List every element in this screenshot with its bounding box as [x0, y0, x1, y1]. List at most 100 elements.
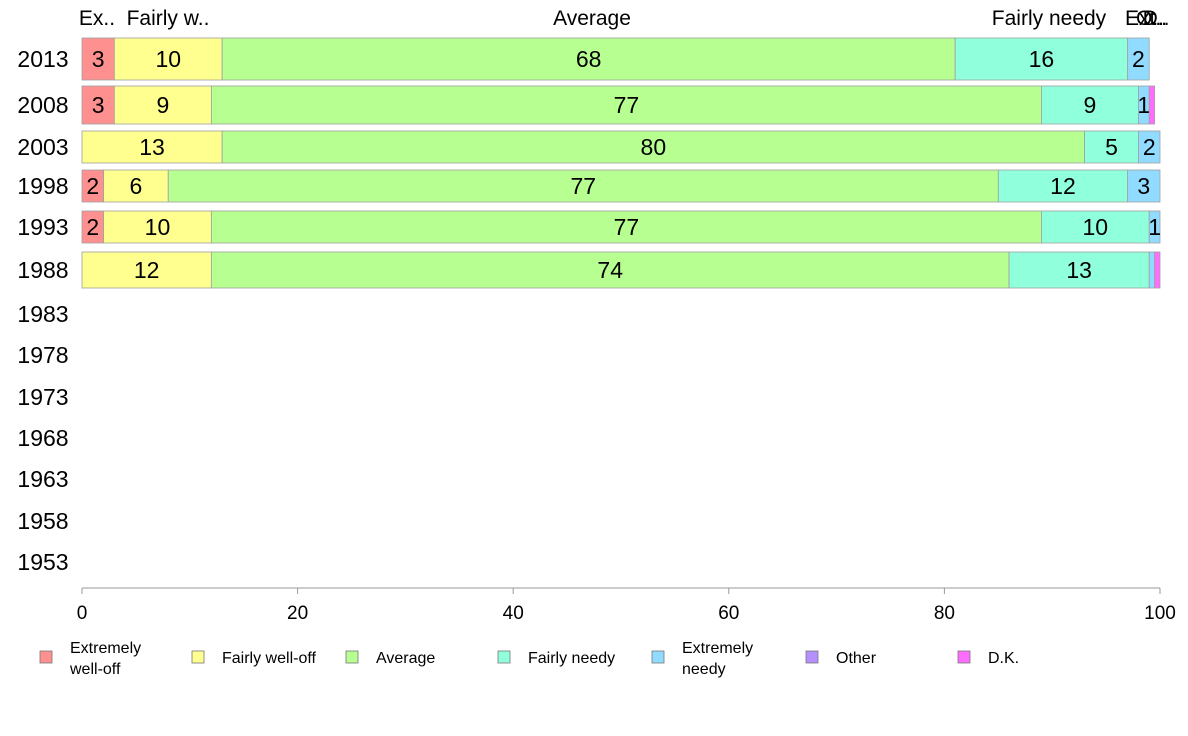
- bar-segment: [1127, 37, 1150, 81]
- y-tick-label: 1963: [17, 466, 68, 492]
- x-tick-label: 100: [1144, 603, 1176, 624]
- bar-value-label: 13: [1066, 257, 1092, 283]
- bar-value-label: 3: [1137, 173, 1150, 199]
- y-tick-label: 2008: [17, 92, 68, 118]
- bar-value-label: 1: [1148, 214, 1161, 240]
- bar-segment: [954, 37, 1129, 81]
- legend-item: Extremely well-off: [39, 640, 141, 678]
- bar-segment: [997, 169, 1129, 203]
- y-tick-label: 1983: [17, 301, 68, 327]
- legend-item: Fairly needy: [497, 650, 615, 667]
- bar-segment: [1148, 210, 1161, 244]
- bar-value-label: 77: [614, 92, 640, 118]
- bar-segment: [81, 130, 223, 164]
- top-label: Ext..: [1125, 7, 1167, 30]
- legend-label: needy: [682, 661, 726, 678]
- legend: Extremely well-off Fairly well-off Average F…: [39, 640, 1019, 678]
- legend-item: Other: [805, 650, 877, 667]
- legend-swatch: [39, 650, 53, 664]
- bar-segment: [1138, 130, 1161, 164]
- legend-item: D.K.: [957, 650, 1019, 667]
- bar-value-label: 80: [641, 134, 667, 160]
- legend-swatch: [651, 650, 665, 664]
- top-label: Ex..: [79, 7, 115, 30]
- bar-value-label: 12: [1050, 173, 1076, 199]
- bar-segment: [210, 85, 1042, 125]
- y-tick-label: 1958: [17, 508, 68, 534]
- y-tick-label: 1973: [17, 384, 68, 410]
- y-tick-label: 1988: [17, 257, 68, 283]
- bar-segment: [221, 37, 956, 81]
- bar-segment: [1008, 251, 1150, 289]
- bar-value-label: 13: [139, 134, 165, 160]
- y-tick-label: 1968: [17, 425, 68, 451]
- bar-segment: [103, 210, 212, 244]
- y-tick-label: 1993: [17, 214, 68, 240]
- legend-swatch: [497, 650, 511, 664]
- top-label: Average: [553, 7, 631, 30]
- bar-value-label: 10: [155, 46, 181, 72]
- bar-value-label: 2: [86, 173, 99, 199]
- bar-value-label: 77: [570, 173, 596, 199]
- bar-value-label: 6: [130, 173, 143, 199]
- x-tick-label: 60: [718, 603, 739, 624]
- bar-segment: [1084, 130, 1139, 164]
- top-category-labels: Ex.. Fairly w.. Average Fairly needy Ext..O.…: [79, 7, 1170, 30]
- x-tick-label: 80: [934, 603, 955, 624]
- bar-value-label: 12: [134, 257, 160, 283]
- x-tick-label: 0: [77, 603, 88, 624]
- legend-swatch: [191, 650, 205, 664]
- bar-value-label: 9: [1084, 92, 1097, 118]
- x-tick-label: 20: [287, 603, 308, 624]
- bar-segment: [1148, 85, 1156, 125]
- legend-label: Fairly needy: [528, 650, 615, 667]
- top-label: O..: [1136, 7, 1164, 30]
- bar-value-label: 74: [597, 257, 623, 283]
- legend-label: Average: [376, 650, 435, 667]
- bar-segment: [1148, 251, 1156, 289]
- bar-value-label: 2: [1143, 134, 1156, 160]
- bar-segment: [113, 85, 212, 125]
- legend-swatch: [345, 650, 359, 664]
- top-label: Fairly w..: [127, 7, 210, 30]
- legend-item: Extremely needy: [651, 640, 753, 678]
- y-tick-label: 1953: [17, 549, 68, 575]
- bar-segment: [1041, 210, 1150, 244]
- bar-segment: [167, 169, 999, 203]
- legend-label: well-off: [69, 661, 121, 678]
- bar-segment: [81, 85, 115, 125]
- y-tick-label: 2013: [17, 46, 68, 72]
- legend-label: Extremely: [682, 640, 753, 657]
- legend-label: Extremely: [70, 640, 141, 657]
- bar-value-label: 9: [156, 92, 169, 118]
- y-tick-label: 1978: [17, 342, 68, 368]
- legend-label: D.K.: [988, 650, 1019, 667]
- bar-segment: [81, 251, 212, 289]
- legend-swatch: [957, 650, 971, 664]
- bar-segment: [1154, 251, 1161, 289]
- bar-value-label: 2: [1132, 46, 1145, 72]
- bar-segment: [210, 210, 1042, 244]
- legend-item: Average: [345, 650, 435, 667]
- bar-value-label: 3: [92, 46, 105, 72]
- legend-item: Fairly well-off: [191, 650, 317, 667]
- y-tick-label: 2003: [17, 134, 68, 160]
- legend-label: Fairly well-off: [222, 650, 317, 667]
- legend-label: Other: [836, 650, 877, 667]
- bar-value-label: 3: [92, 92, 105, 118]
- top-label: Fairly needy: [992, 7, 1107, 30]
- legend-swatch: [805, 650, 819, 664]
- bar-segment: [1041, 85, 1139, 125]
- bar-value-label: 1: [1137, 92, 1150, 118]
- x-axis: 0 20 40 60 80 100: [77, 587, 1176, 624]
- x-tick-label: 40: [503, 603, 524, 624]
- bar-value-label: 68: [576, 46, 602, 72]
- bar-segment: [81, 37, 115, 81]
- y-axis-year-labels: 2013 2008 2003 1998 1993 1988 1983 1978 1973 1968…: [17, 46, 68, 575]
- top-label: D..: [1143, 7, 1170, 30]
- y-tick-label: 1998: [17, 173, 68, 199]
- bar-value-label: 77: [614, 214, 640, 240]
- bar-value-label: 10: [1083, 214, 1109, 240]
- bar-value-label: 10: [145, 214, 171, 240]
